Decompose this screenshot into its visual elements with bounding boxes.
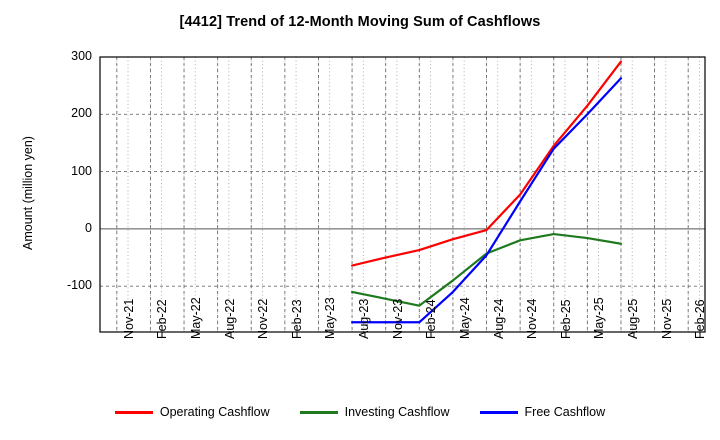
x-tick-label: May-23 (323, 297, 338, 339)
x-tick-label: Feb-23 (289, 299, 304, 339)
y-tick-label: -100 (66, 278, 92, 293)
x-tick-label: Feb-24 (424, 299, 439, 339)
y-tick-label: 100 (71, 163, 92, 178)
y-tick-label: 0 (85, 220, 92, 235)
legend-label: Operating Cashflow (159, 405, 270, 419)
series-line (350, 60, 623, 267)
x-tick-label: Nov-21 (121, 298, 136, 339)
legend-item[interactable]: Investing Cashflow (299, 405, 450, 419)
x-tick-label: Aug-22 (222, 298, 237, 339)
legend-color-swatch (299, 410, 338, 414)
x-tick-label: Feb-25 (558, 299, 573, 339)
x-tick-label: Nov-23 (390, 298, 405, 339)
x-tick-label: Feb-22 (155, 299, 170, 339)
x-tick-label: May-25 (592, 297, 607, 339)
x-tick-label: Nov-24 (525, 298, 540, 339)
chart-legend: Operating Cashflow Investing Cashflow Free… (0, 405, 720, 419)
x-tick-label: Nov-25 (659, 298, 674, 339)
legend-label: Free Cashflow (524, 405, 606, 419)
legend-label: Investing Cashflow (344, 405, 450, 419)
x-tick-label: Aug-25 (625, 298, 640, 339)
chart-title: [4412] Trend of 12-Month Moving Sum of C… (179, 14, 541, 30)
x-tick-label: Nov-22 (256, 298, 271, 339)
x-tick-label: Feb-26 (693, 299, 708, 339)
legend-item[interactable]: Operating Cashflow (114, 405, 270, 419)
y-tick-label: 200 (71, 106, 92, 121)
x-tick-label: Aug-23 (357, 298, 372, 339)
y-tick-label: 300 (71, 49, 92, 63)
x-tick-label: May-24 (457, 297, 472, 339)
legend-color-swatch (114, 410, 153, 414)
series-line (350, 77, 623, 324)
x-tick-label: Aug-24 (491, 298, 506, 339)
legend-item[interactable]: Free Cashflow (479, 405, 606, 419)
legend-color-swatch (479, 410, 518, 414)
x-tick-label: May-22 (189, 297, 204, 339)
y-axis-tick-labels: 300 200 100 0 -100 (52, 0, 92, 440)
